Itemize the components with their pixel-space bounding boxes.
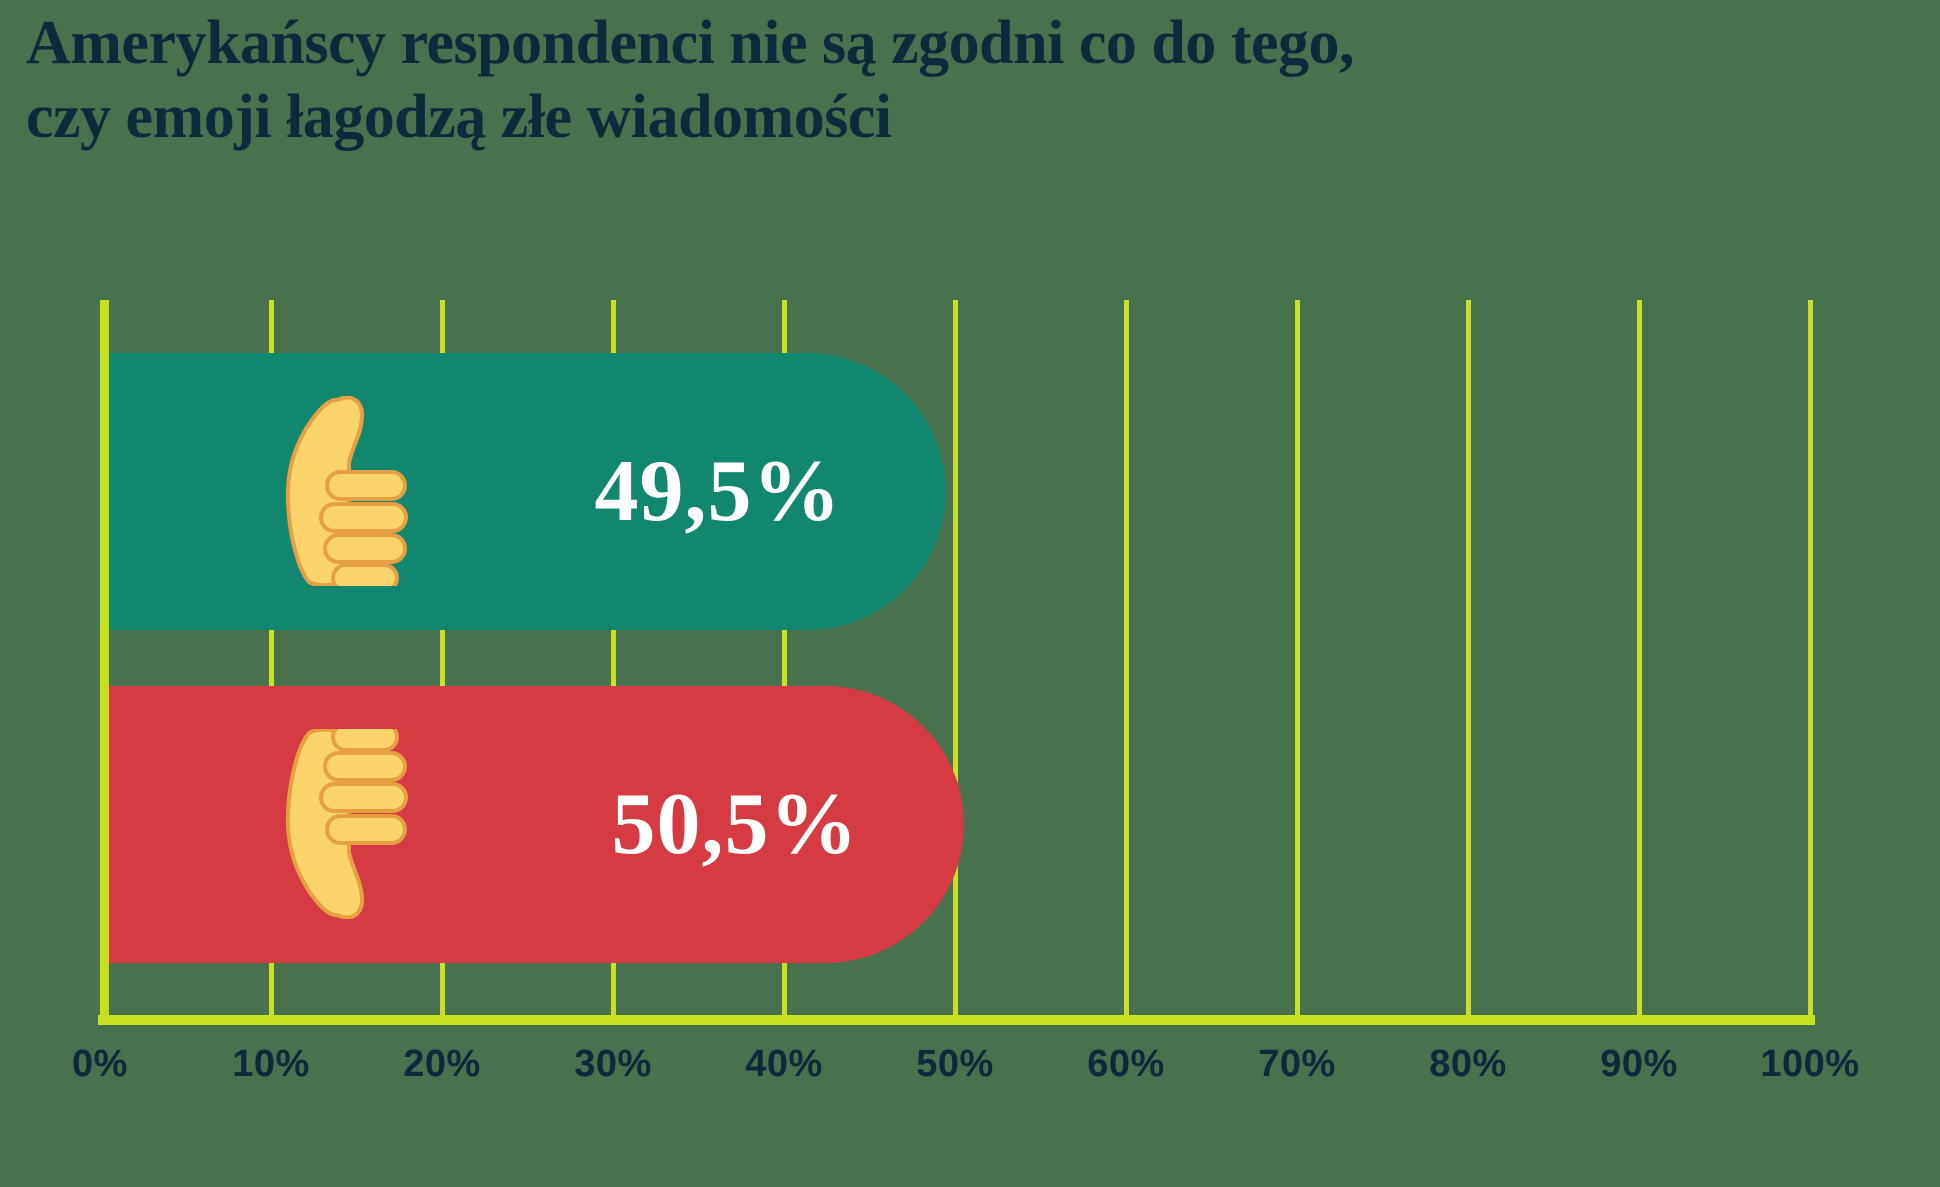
x-tick-90%: 90% (1600, 1043, 1678, 1085)
chart-title: Amerykańscy respondenci nie są zgodni co… (26, 6, 1355, 154)
thumbs-down-icon (285, 729, 408, 919)
x-tick-30%: 30% (574, 1043, 652, 1085)
thumbs-up-icon (285, 396, 408, 586)
x-axis-tick-labels: 0% 10% 20% 30% 40% 50% 60% 70% 80% 90% 100% (72, 1043, 1859, 1089)
gridline-100% (1807, 300, 1813, 1015)
x-tick-100%: 100% (1760, 1043, 1860, 1085)
x-axis-line (98, 1015, 1815, 1025)
chart-title-line1: Amerykańscy respondenci nie są zgodni co… (26, 9, 1355, 77)
bar-thumbs-down: 50,5% (109, 686, 964, 963)
x-tick-40%: 40% (745, 1043, 823, 1085)
y-axis-line (100, 300, 109, 1025)
bar-value-label-thumbs-down: 50,5% (611, 776, 859, 873)
gridline-80% (1465, 300, 1471, 1015)
x-tick-80%: 80% (1429, 1043, 1507, 1085)
x-tick-0%: 0% (72, 1043, 128, 1085)
gridline-60% (1123, 300, 1129, 1015)
gridline-20% (439, 300, 445, 1015)
x-tick-20%: 20% (403, 1043, 481, 1085)
x-tick-50%: 50% (916, 1043, 994, 1085)
chart-title-line2: czy emoji łagodzą złe wiadomości (26, 83, 892, 151)
x-tick-60%: 60% (1087, 1043, 1165, 1085)
gridline-70% (1294, 300, 1300, 1015)
gridline-30% (610, 300, 616, 1015)
gridline-40% (781, 300, 787, 1015)
x-tick-70%: 70% (1258, 1043, 1336, 1085)
x-tick-10%: 10% (232, 1043, 310, 1085)
bar-thumbs-up: 49,5% (109, 353, 947, 630)
gridline-50% (952, 300, 958, 1015)
plot-area: 49,5% 50,5% 0% 10% 20% 30% 40% 50% 60% 70% 80% 90… (72, 300, 1859, 1085)
gridline-10% (268, 300, 274, 1015)
gridline-90% (1636, 300, 1642, 1015)
gridlines (100, 300, 1813, 1015)
bar-value-label-thumbs-up: 49,5% (594, 443, 842, 540)
